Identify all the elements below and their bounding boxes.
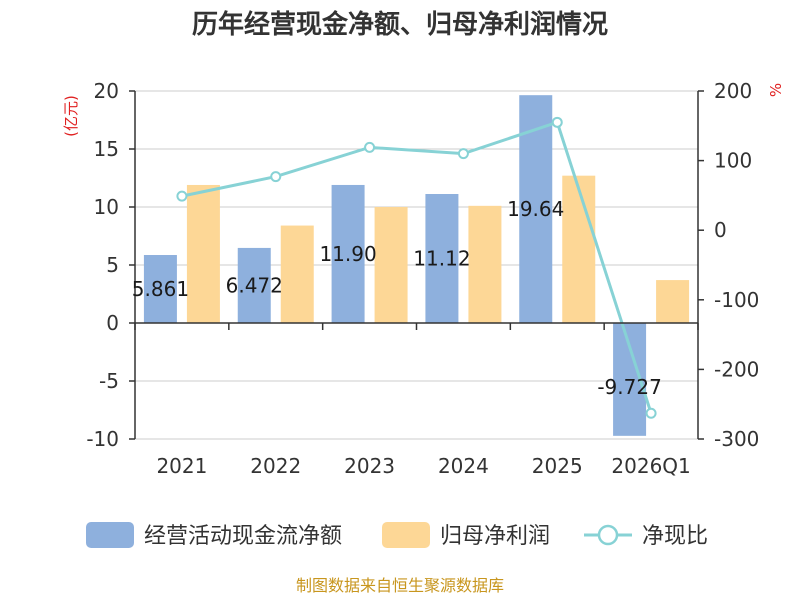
- right-unit-label: %: [767, 83, 785, 97]
- left-tick-label: 10: [94, 195, 119, 219]
- legend-swatch-cash-flow: [86, 522, 134, 548]
- ratio-point: [270, 171, 282, 183]
- bar-value-label: 6.472: [226, 273, 283, 297]
- ratio-point: [645, 407, 657, 419]
- source-note: 制图数据来自恒生聚源数据库: [296, 576, 504, 595]
- left-tick-label: 5: [106, 253, 119, 277]
- right-tick-label: 100: [714, 149, 752, 173]
- bar-net-profit: [374, 207, 408, 323]
- left-tick-label: -10: [86, 427, 119, 451]
- bar-value-label: 11.90: [319, 242, 376, 266]
- bar-net-profit: [280, 225, 314, 323]
- left-tick-label: 20: [94, 79, 119, 103]
- bar-value-label: 19.64: [507, 197, 564, 221]
- right-tick-label: -100: [714, 288, 759, 312]
- left-tick-label: 0: [106, 311, 119, 335]
- x-tick-label: 2024: [438, 454, 489, 478]
- legend-label-net-profit: 归母净利润: [440, 524, 550, 549]
- legend-label-cash-flow: 经营活动现金流净额: [144, 524, 342, 549]
- bars: [143, 95, 690, 436]
- bar-net-profit: [186, 184, 220, 323]
- right-tick-label: 0: [714, 218, 727, 242]
- chart-title: 历年经营现金净额、归母净利润情况: [192, 9, 608, 40]
- gridlines: [135, 90, 698, 440]
- ratio-line-path: [181, 120, 653, 414]
- x-tick-label: 2021: [156, 454, 207, 478]
- left-tick-label: 15: [94, 137, 119, 161]
- ratio-point: [364, 141, 376, 153]
- bar-cash-flow: [237, 247, 271, 323]
- right-tick-label: -300: [714, 427, 759, 451]
- ratio-line: [176, 116, 657, 419]
- legend-label-ratio: 净现比: [642, 524, 708, 549]
- x-tick-label: 2026Q1: [611, 454, 690, 478]
- bar-net-profit: [468, 205, 502, 323]
- x-tick-label: 2022: [250, 454, 301, 478]
- bar-cash-flow: [331, 184, 365, 323]
- bar-net-profit: [656, 280, 690, 323]
- ratio-point: [551, 116, 563, 128]
- legend-swatch-marker: [597, 524, 619, 546]
- ratio-point: [176, 190, 188, 202]
- bar-cash-flow: [143, 255, 177, 323]
- bar-net-profit: [562, 175, 596, 323]
- bar-value-label: 11.12: [413, 247, 470, 271]
- left-unit-label: (亿元): [62, 95, 80, 137]
- left-tick-label: -5: [99, 369, 119, 393]
- bar-cash-flow: [425, 194, 459, 323]
- legend-swatch-net-profit: [382, 522, 430, 548]
- x-tick-label: 2025: [532, 454, 583, 478]
- ratio-point: [457, 148, 469, 160]
- axes: 20 15 10 5 0 -5 -10 200 100 0 -100 -200 -300 2021 2022…: [62, 79, 785, 478]
- legend[interactable]: 经营活动现金流净额 归母净利润 净现比: [86, 522, 708, 549]
- bar-value-label: -9.727: [597, 375, 661, 399]
- right-tick-label: 200: [714, 79, 752, 103]
- x-tick-label: 2023: [344, 454, 395, 478]
- data-labels: 5.861 6.472 11.90 11.12 19.64 -9.727: [132, 197, 662, 399]
- right-tick-label: -200: [714, 357, 759, 381]
- bar-value-label: 5.861: [132, 277, 189, 301]
